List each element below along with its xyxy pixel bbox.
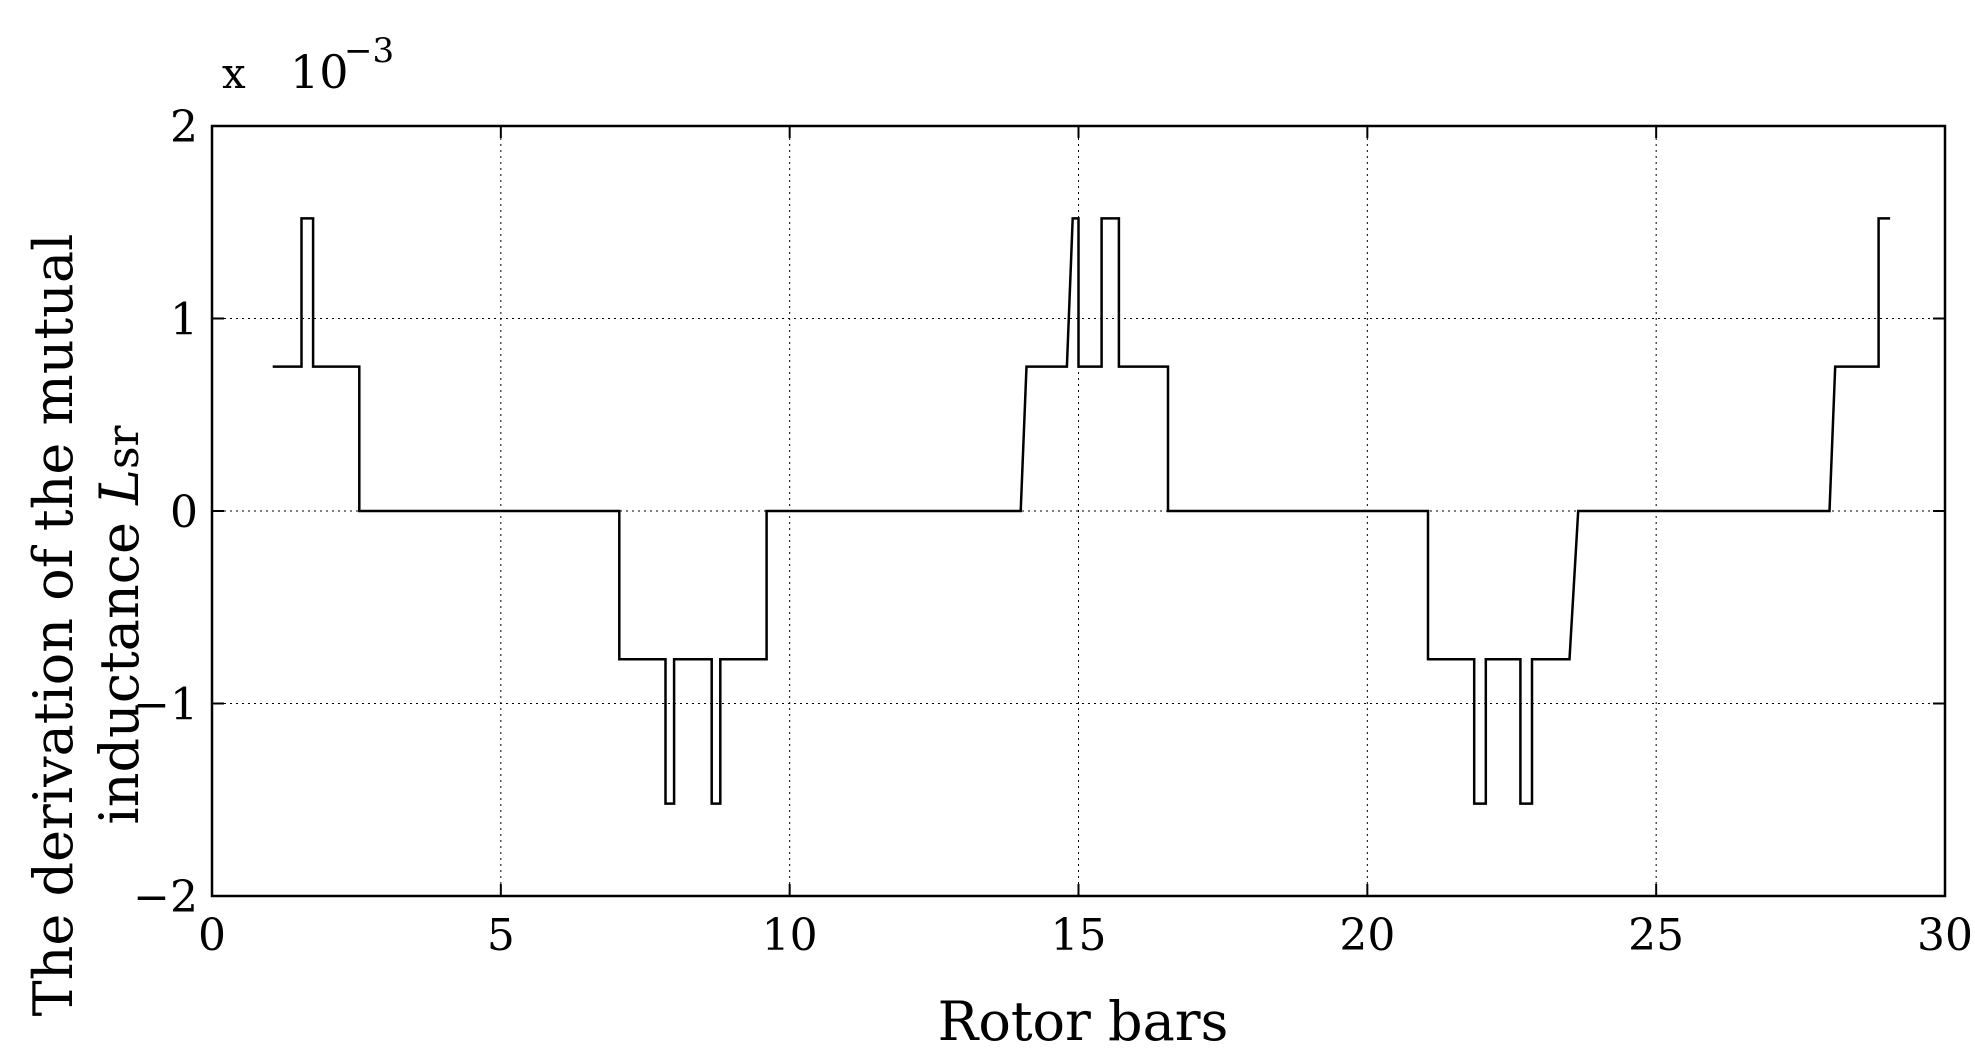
x-tick-label: 20 <box>1339 910 1395 961</box>
svg-text:x: x <box>222 49 246 98</box>
x-tick-label: 5 <box>487 910 515 961</box>
y-tick-label: 1 <box>170 295 198 346</box>
y-axis-label-line1: The derivation of the mutual <box>22 234 85 1017</box>
x-tick-label: 30 <box>1917 910 1973 961</box>
x-tick-label: 15 <box>1051 910 1107 961</box>
y-axis-label-line2: inductance Lsr <box>88 424 151 824</box>
y-tick-label: 0 <box>170 487 198 538</box>
ticks <box>211 125 1946 897</box>
y-tick-label: −1 <box>133 680 198 731</box>
y-multiplier: x 10 −3 <box>222 31 394 99</box>
y-tick-label: 2 <box>170 102 198 153</box>
tick-labels: 0 5 10 15 20 25 30 −2 −1 0 1 2 <box>133 102 1973 961</box>
svg-text:10: 10 <box>290 45 349 99</box>
x-tick-label: 25 <box>1628 910 1684 961</box>
series-line <box>272 217 1891 805</box>
y-axis-label: The derivation of the mutual inductance … <box>22 234 151 1017</box>
x-axis-label: Rotor bars <box>938 990 1229 1053</box>
y-tick-label: −2 <box>133 872 198 923</box>
svg-text:−3: −3 <box>344 31 394 71</box>
x-tick-label: 10 <box>762 910 818 961</box>
series-layer <box>272 217 1891 805</box>
x-tick-label: 0 <box>198 910 226 961</box>
